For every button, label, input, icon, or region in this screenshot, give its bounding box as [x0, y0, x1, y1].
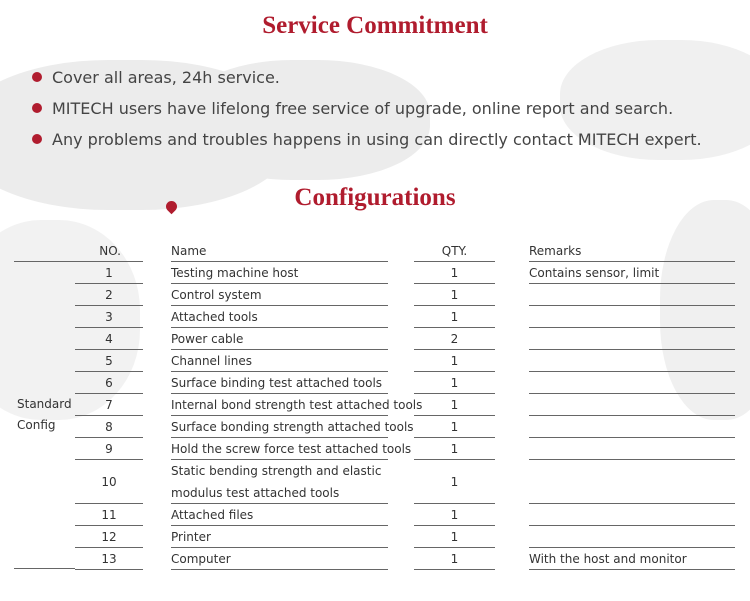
row-qty: 1	[414, 306, 495, 328]
row-no: 10	[75, 460, 143, 504]
row-remarks	[529, 394, 735, 416]
row-no: 5	[75, 350, 143, 372]
row-remarks	[529, 284, 735, 306]
row-no: 11	[75, 504, 143, 526]
row-remarks	[529, 460, 735, 504]
world-map-background	[0, 220, 140, 420]
row-name: Internal bond strength test attached too…	[171, 394, 422, 416]
row-name: Hold the screw force test attached tools	[171, 438, 411, 460]
row-no: 2	[75, 284, 143, 306]
row-remarks: Contains sensor, limit	[529, 262, 735, 284]
bullet-dot-icon	[32, 72, 42, 82]
row-name: Attached tools	[171, 306, 388, 328]
row-qty: 2	[414, 328, 495, 350]
row-qty: 1	[414, 504, 495, 526]
row-remarks	[529, 526, 735, 548]
bullet-item: MITECH users have lifelong free service …	[32, 99, 673, 118]
world-map-background	[560, 40, 750, 160]
row-no: 3	[75, 306, 143, 328]
bullet-dot-icon	[32, 134, 42, 144]
world-map-background	[180, 60, 430, 180]
row-remarks	[529, 306, 735, 328]
header-qty: QTY.	[414, 240, 495, 262]
row-qty: 1	[414, 548, 495, 570]
row-qty: 1	[414, 416, 495, 438]
row-no: 1	[75, 262, 143, 284]
row-no: 9	[75, 438, 143, 460]
row-remarks	[529, 328, 735, 350]
header-name: Name	[171, 240, 388, 262]
row-qty: 1	[414, 460, 495, 504]
row-no: 13	[75, 548, 143, 570]
row-qty: 1	[414, 372, 495, 394]
group-divider	[14, 568, 75, 569]
bullet-item: Any problems and troubles happens in usi…	[32, 130, 702, 149]
configurations-title: Configurations	[294, 184, 456, 211]
row-name: Testing machine host	[171, 262, 388, 284]
row-no: 7	[75, 394, 143, 416]
row-qty: 1	[414, 350, 495, 372]
row-remarks: With the host and monitor	[529, 548, 735, 570]
row-name: Attached files	[171, 504, 388, 526]
row-name: Static bending strength and elastic modul…	[171, 460, 388, 504]
row-qty: 1	[414, 284, 495, 306]
header-no: NO.	[14, 240, 143, 262]
row-name-line: modulus test attached tools	[171, 486, 340, 500]
row-qty: 1	[414, 526, 495, 548]
row-name: Printer	[171, 526, 388, 548]
row-no: 8	[75, 416, 143, 438]
row-name: Computer	[171, 548, 388, 570]
row-name: Surface bonding strength attached tools	[171, 416, 414, 438]
row-name: Control system	[171, 284, 388, 306]
row-name-line: Static bending strength and elastic	[171, 464, 382, 478]
row-remarks	[529, 416, 735, 438]
row-remarks	[529, 372, 735, 394]
row-qty: 1	[414, 262, 495, 284]
row-remarks	[529, 504, 735, 526]
row-qty: 1	[414, 438, 495, 460]
row-name: Power cable	[171, 328, 388, 350]
service-title: Service Commitment	[262, 12, 488, 39]
row-no: 6	[75, 372, 143, 394]
bullet-item: Cover all areas, 24h service.	[32, 68, 280, 87]
row-no: 4	[75, 328, 143, 350]
row-remarks	[529, 438, 735, 460]
group-label: Standard Config	[17, 397, 72, 432]
row-qty: 1	[414, 394, 495, 416]
row-no: 12	[75, 526, 143, 548]
row-name: Channel lines	[171, 350, 388, 372]
world-map-background	[660, 200, 750, 420]
row-name: Surface binding test attached tools	[171, 372, 388, 394]
header-remarks: Remarks	[529, 240, 735, 262]
row-remarks	[529, 350, 735, 372]
bullet-dot-icon	[32, 103, 42, 113]
